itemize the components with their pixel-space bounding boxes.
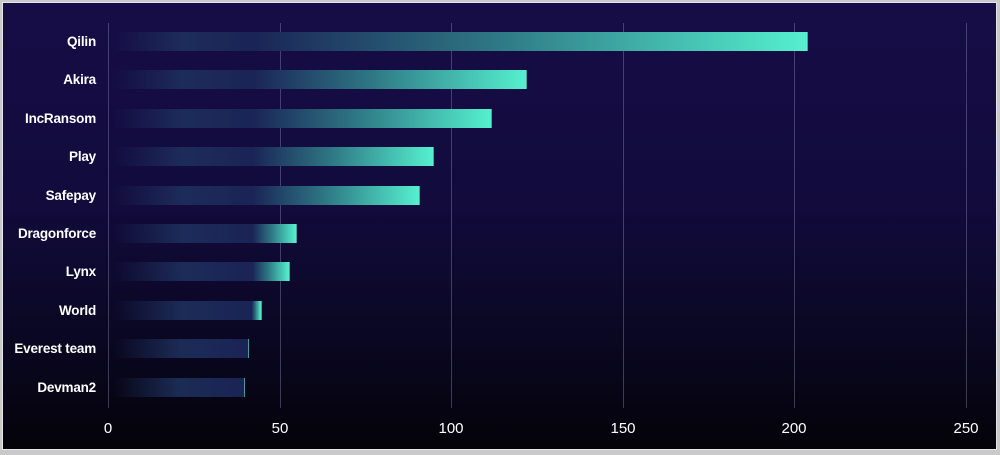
category-label: Everest team <box>14 341 96 357</box>
category-label: Akira <box>63 72 96 88</box>
chart-frame: 0 50 100 150 200 250 Qilin Akira IncRansom Play Sa… <box>2 2 997 450</box>
category-label: Safepay <box>45 187 97 203</box>
gridline-150 <box>623 23 624 408</box>
bar-world <box>113 300 263 320</box>
bar-akira <box>113 70 527 90</box>
x-tick-label: 150 <box>610 420 636 437</box>
x-tick-label: 100 <box>438 420 464 437</box>
category-label: IncRansom <box>25 110 96 126</box>
bar-dragonforce <box>113 224 297 243</box>
category-label: Qilin <box>67 34 96 49</box>
bar-incransom <box>113 108 493 128</box>
bar-chart-plot: 0 50 100 150 200 250 Qilin Akira IncRansom Play Sa… <box>3 3 996 449</box>
x-tick-label: 200 <box>781 420 807 437</box>
bar-qilin <box>113 32 809 51</box>
x-tick-label: 250 <box>953 420 979 437</box>
bar-safepay <box>113 185 421 205</box>
gridline-250 <box>966 23 967 408</box>
gridline-200 <box>794 23 795 408</box>
gridline-0 <box>108 23 109 408</box>
gridline-50 <box>280 23 281 408</box>
gridline-100 <box>451 23 452 408</box>
bar-everest-team <box>113 339 249 359</box>
bar-play <box>113 147 435 167</box>
x-tick-label: 0 <box>103 420 113 437</box>
category-label: Devman2 <box>37 379 96 395</box>
bar-devman2 <box>113 377 246 397</box>
category-label: World <box>59 302 96 318</box>
category-label: Play <box>69 149 96 165</box>
x-tick-label: 50 <box>271 420 289 437</box>
category-label: Lynx <box>65 264 96 280</box>
bar-lynx <box>113 262 290 282</box>
category-label: Dragonforce <box>17 226 96 241</box>
